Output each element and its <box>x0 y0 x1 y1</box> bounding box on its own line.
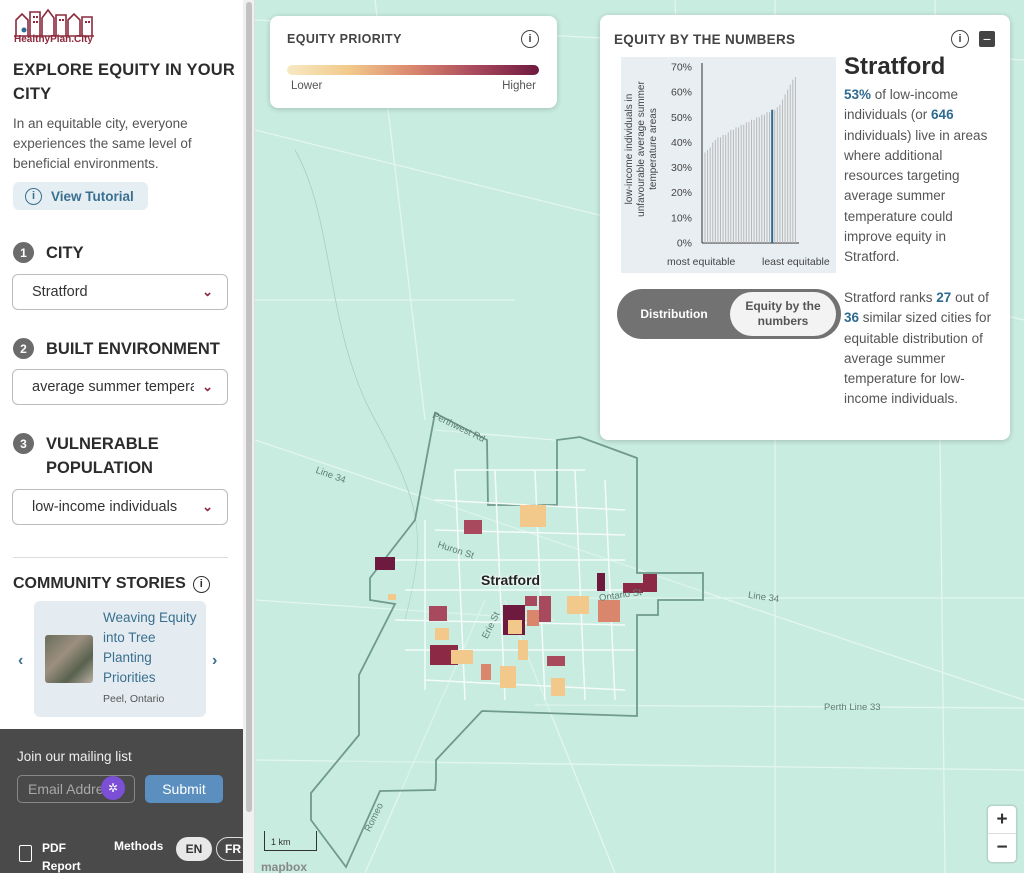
story-thumbnail <box>45 635 93 683</box>
numbers-title: EQUITY BY THE NUMBERS <box>614 32 796 47</box>
legend-high-label: Higher <box>502 80 536 92</box>
sidebar: HealthyPlan.City EXPLORE EQUITY IN YOUR … <box>0 0 243 873</box>
city-select[interactable]: Stratford ⌄ <box>12 274 228 310</box>
desc-text: individuals) live in areas where additio… <box>844 127 988 265</box>
chevron-down-icon: ⌄ <box>202 499 213 514</box>
rank-text-part: Stratford ranks <box>844 290 937 305</box>
minimize-icon[interactable]: − <box>979 31 995 47</box>
equity-by-numbers-tab[interactable]: Equity by the numbers <box>730 292 836 336</box>
population-select[interactable]: low-income individuals ⌄ <box>12 489 228 525</box>
city-select-value: Stratford <box>32 284 88 300</box>
step-label: BUILT ENVIRONMENT <box>46 340 220 358</box>
built-environment-select[interactable]: average summer temperature ⌄ <box>12 369 228 405</box>
legend-low-label: Lower <box>291 80 323 92</box>
equity-description: 53% of low-income individuals (or 646 in… <box>844 85 1002 268</box>
step-number: 2 <box>13 338 34 359</box>
step-city: 1 CITY <box>13 241 238 265</box>
step-number: 1 <box>13 242 34 263</box>
rank-text: Stratford ranks 27 out of 36 similar siz… <box>844 288 1002 410</box>
info-icon[interactable]: i <box>521 30 539 48</box>
stories-heading-text: COMMUNITY STORIES <box>13 575 186 592</box>
city-map-label: Stratford <box>481 572 541 588</box>
zoom-out-button[interactable]: − <box>996 837 1008 858</box>
scrollbar-thumb[interactable] <box>246 2 252 812</box>
tutorial-label: View Tutorial <box>51 188 134 204</box>
distribution-tab[interactable]: Distribution <box>640 307 708 321</box>
rank-value: 27 <box>936 290 952 305</box>
story-title[interactable]: Weaving Equity into Tree Planting Priori… <box>103 610 197 685</box>
map-scale: 1 km <box>264 831 317 851</box>
step-built-environment: 2 BUILT ENVIRONMENT <box>13 337 238 361</box>
desc-text: of low-income individuals (or <box>844 87 959 123</box>
step-vulnerable-population: 3 VULNERABLE POPULATION <box>13 432 238 480</box>
zoom-control: + − <box>988 806 1016 862</box>
chart-y-tick: 40% <box>671 137 692 149</box>
info-icon[interactable]: i <box>192 575 210 593</box>
rank-text-part: similar sized cities for equitable distr… <box>844 310 992 407</box>
extension-badge-icon[interactable]: ✲ <box>101 776 125 800</box>
chart-y-tick: 20% <box>671 187 692 199</box>
chevron-right-icon[interactable]: › <box>212 652 218 669</box>
count-value: 646 <box>931 107 954 123</box>
view-toggle[interactable]: Distribution Equity by the numbers <box>617 289 841 339</box>
chart-y-tick: 50% <box>671 112 692 124</box>
built-environment-select-value: average summer temperature <box>32 379 194 395</box>
equity-chart: low-income individuals in unfavourable a… <box>621 57 836 273</box>
intro-text: In an equitable city, everyone experienc… <box>13 116 192 171</box>
info-icon[interactable]: i <box>951 30 969 48</box>
rank-text-part: out of <box>951 290 989 305</box>
view-tutorial-button[interactable]: i View Tutorial <box>13 182 148 210</box>
step-number: 3 <box>13 433 34 454</box>
story-location: Peel, Ontario <box>103 693 165 705</box>
info-icon: i <box>25 187 42 205</box>
footer: Join our mailing list Email Address ✲ Su… <box>0 729 243 873</box>
pct-value: 53% <box>844 87 872 102</box>
pdf-icon[interactable] <box>19 845 32 862</box>
equity-numbers-panel: EQUITY BY THE NUMBERS i − low-income ind… <box>600 15 1010 440</box>
equity-priority-panel: EQUITY PRIORITY i Lower Higher <box>270 16 557 108</box>
submit-button[interactable]: Submit <box>145 775 223 803</box>
mailing-heading: Join our mailing list <box>17 749 132 764</box>
lang-fr-button[interactable]: FR <box>216 837 243 861</box>
chevron-down-icon: ⌄ <box>202 284 213 299</box>
step-label: VULNERABLE POPULATION <box>46 435 159 477</box>
story-card[interactable]: Weaving Equity into Tree Planting Priori… <box>34 601 206 717</box>
pdf-report-link[interactable]: PDF Report <box>42 841 81 873</box>
stories-heading: COMMUNITY STORIES i <box>13 575 210 593</box>
chart-y-tick: 70% <box>671 62 692 74</box>
chevron-down-icon: ⌄ <box>202 379 213 394</box>
methods-link[interactable]: Methods <box>114 839 164 853</box>
logo-icon[interactable] <box>12 6 96 48</box>
priority-title: EQUITY PRIORITY <box>287 32 402 46</box>
chart-y-tick: 30% <box>671 162 692 174</box>
divider <box>13 557 228 558</box>
population-select-value: low-income individuals <box>32 499 178 515</box>
chevron-left-icon[interactable]: ‹ <box>18 652 24 669</box>
zoom-in-button[interactable]: + <box>988 806 1016 834</box>
road-label: Perth Line 33 <box>824 702 881 713</box>
step-label: CITY <box>46 244 84 262</box>
rank-total: 36 <box>844 310 860 326</box>
chart-y-tick: 0% <box>677 238 692 250</box>
lang-en-button[interactable]: EN <box>176 837 212 861</box>
chart-y-tick: 60% <box>671 87 692 99</box>
logo-text: HealthyPlan.City <box>14 34 93 45</box>
chart-y-tick: 10% <box>671 212 692 224</box>
mapbox-logo[interactable]: mapbox <box>261 860 308 873</box>
chart-x-label-left: most equitable <box>667 256 736 268</box>
chart-svg: 70% 60% 50% 40% 30% 20% 10% 0% <box>671 62 799 250</box>
city-name: Stratford <box>844 53 946 80</box>
priority-gradient <box>287 65 539 75</box>
page-title: EXPLORE EQUITY IN YOUR CITY <box>13 61 236 103</box>
chart-x-label-right: least equitable <box>762 256 830 268</box>
